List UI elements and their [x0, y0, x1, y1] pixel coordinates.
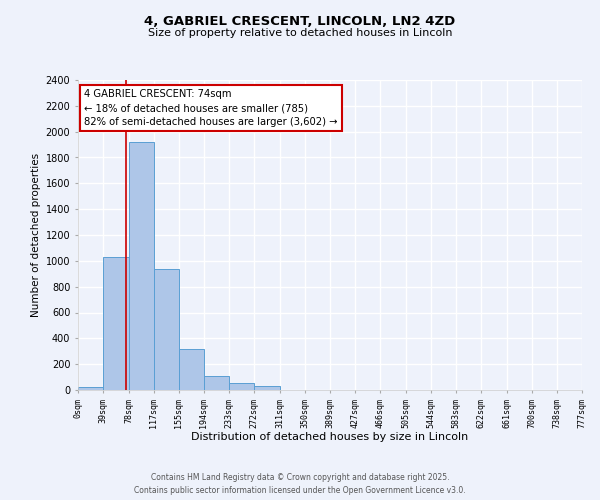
- Bar: [128, 142, 154, 390]
- Y-axis label: Number of detached properties: Number of detached properties: [31, 153, 41, 317]
- Text: 4, GABRIEL CRESCENT, LINCOLN, LN2 4ZD: 4, GABRIEL CRESCENT, LINCOLN, LN2 4ZD: [145, 15, 455, 28]
- Bar: [179, 348, 204, 390]
- Bar: [154, 268, 179, 390]
- Text: 4 GABRIEL CRESCENT: 74sqm
← 18% of detached houses are smaller (785)
82% of semi: 4 GABRIEL CRESCENT: 74sqm ← 18% of detac…: [85, 89, 338, 127]
- Bar: [229, 383, 254, 390]
- Bar: [103, 257, 128, 390]
- Bar: [78, 388, 103, 390]
- Bar: [254, 386, 280, 390]
- Bar: [204, 376, 229, 390]
- Text: Size of property relative to detached houses in Lincoln: Size of property relative to detached ho…: [148, 28, 452, 38]
- Text: Contains HM Land Registry data © Crown copyright and database right 2025.
Contai: Contains HM Land Registry data © Crown c…: [134, 474, 466, 495]
- X-axis label: Distribution of detached houses by size in Lincoln: Distribution of detached houses by size …: [191, 432, 469, 442]
